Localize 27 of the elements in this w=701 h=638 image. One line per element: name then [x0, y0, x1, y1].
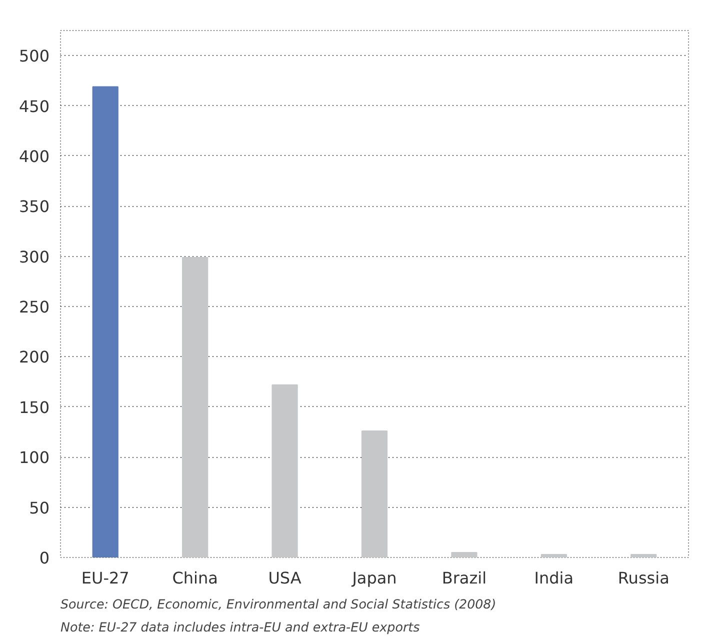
- source-note: Source: OECD, Economic, Environmental and Social Statistics (2008): [60, 596, 496, 612]
- x-tick-label: EU-27: [81, 568, 130, 588]
- bar: [630, 554, 657, 558]
- y-tick-label: 100: [18, 448, 50, 468]
- y-tick-label: 150: [18, 398, 50, 417]
- bar: [92, 86, 118, 558]
- y-tick-label: 200: [18, 348, 50, 367]
- y-tick-label: 50: [29, 498, 50, 518]
- y-tick-label: 450: [18, 96, 50, 116]
- x-tick-label: China: [172, 568, 218, 588]
- x-tick-label: Japan: [351, 568, 397, 588]
- y-tick-label: 400: [18, 146, 50, 166]
- y-tick-label: 350: [18, 197, 50, 216]
- x-tick-label: Brazil: [442, 568, 487, 588]
- y-tick-label: 250: [18, 298, 50, 317]
- text: Note: EU-27 data includes intra-EU and extra-EU exports: [60, 620, 420, 634]
- bar: [182, 256, 208, 558]
- y-tick-label: 500: [18, 46, 50, 66]
- bar: [272, 384, 298, 558]
- y-tick-label: 0: [39, 548, 50, 568]
- x-tick-label: Russia: [618, 568, 670, 588]
- bar: [540, 554, 567, 558]
- bar: [361, 430, 388, 558]
- x-tick-label: India: [534, 568, 574, 588]
- bar: [451, 552, 478, 558]
- x-tick-label: USA: [268, 568, 302, 588]
- y-tick-label: 300: [18, 247, 50, 266]
